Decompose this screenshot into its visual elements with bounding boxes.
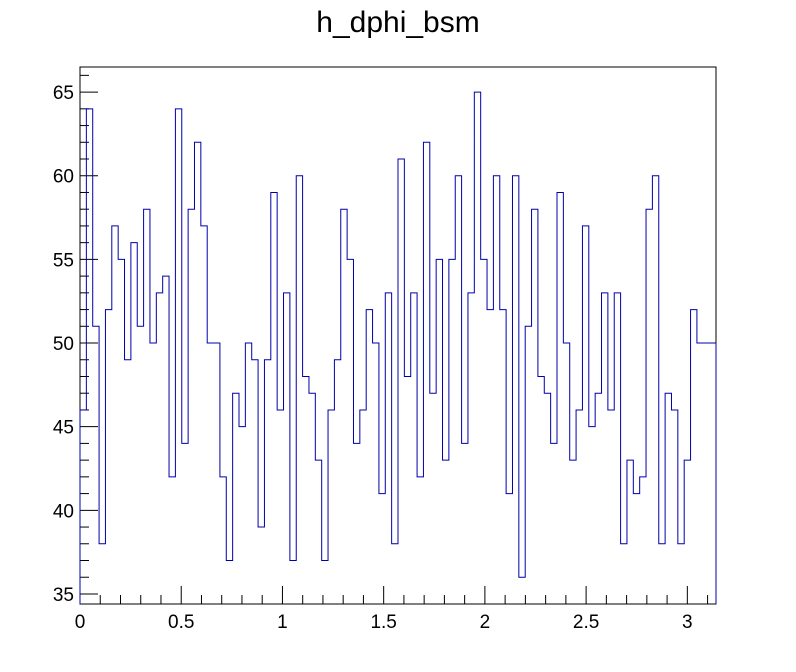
- y-tick-label: 50: [53, 334, 74, 355]
- x-tick-label: 1.5: [370, 612, 396, 633]
- y-tick-label: 60: [53, 167, 74, 188]
- y-tick-label: 40: [53, 501, 74, 522]
- x-tick-label: 0.5: [168, 612, 194, 633]
- x-tick-label: 3: [682, 612, 693, 633]
- x-tick-label: 2: [480, 612, 491, 633]
- x-axis: 0 0.5 1 1.5 2 2.5 3: [75, 586, 709, 633]
- y-axis: 35 40 45 50 55 60 65: [53, 74, 98, 606]
- plot-frame: [79, 66, 717, 605]
- y-tick-label: 35: [53, 585, 74, 606]
- y-tick-label: 55: [53, 250, 74, 271]
- histogram-series-line: [79, 91, 717, 604]
- y-tick-label: 45: [53, 418, 74, 439]
- x-tick-label: 1: [277, 612, 288, 633]
- x-tick-label: 0: [75, 612, 86, 633]
- y-tick-label: 65: [53, 83, 74, 104]
- x-tick-label: 2.5: [573, 612, 599, 633]
- chart-title: h_dphi_bsm: [316, 6, 479, 39]
